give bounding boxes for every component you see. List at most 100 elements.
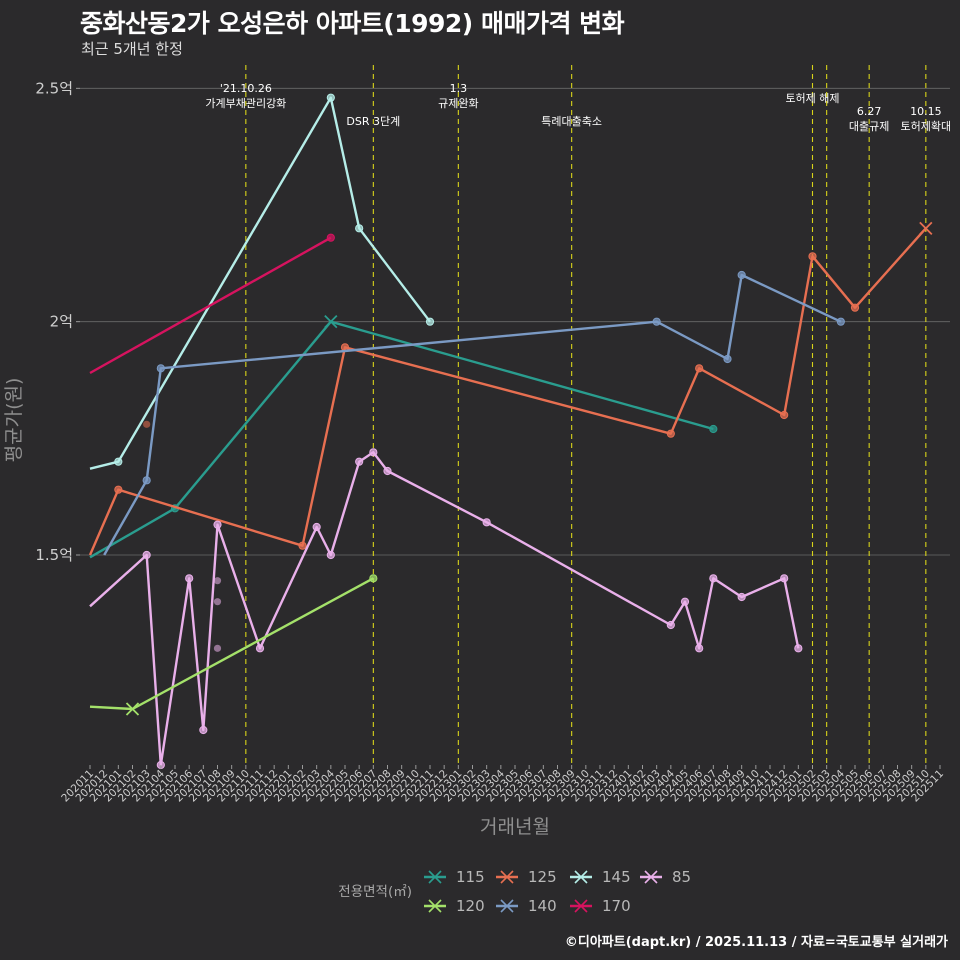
source-caption: ©디아파트(dapt.kr) / 2025.11.13 / 자료=국토교통부 실… xyxy=(564,935,948,950)
chart-title: 중화산동2가 오성은하 아파트(1992) 매매가격 변화 xyxy=(80,9,625,38)
legend-item-140: 140 xyxy=(496,897,557,915)
legend-swatch-marker xyxy=(644,870,658,884)
data-point-85 xyxy=(666,620,675,630)
data-point-125 xyxy=(850,303,860,312)
legend-item-145: 145 xyxy=(570,868,631,886)
data-point-85 xyxy=(737,592,746,602)
data-point-140 xyxy=(723,354,732,364)
data-point-extra-3 xyxy=(213,644,222,652)
event-label-line: 10.15 xyxy=(910,105,942,118)
event-label-line: 토허제확대 xyxy=(901,120,952,133)
data-point-85 xyxy=(695,644,704,653)
data-point-140 xyxy=(737,270,746,280)
legend-item-125: 125 xyxy=(496,868,557,886)
legend: 전용면적(㎡) 115 125 145 85 120 140 170 xyxy=(338,868,691,915)
data-point-140 xyxy=(156,364,165,373)
event-label-line: DSR 3단계 xyxy=(346,115,400,128)
data-point-85 xyxy=(355,457,364,466)
series-lines xyxy=(88,93,933,770)
event-label-7: 10.15 토허제확대 xyxy=(901,105,952,133)
legend-swatch-marker xyxy=(574,899,588,913)
data-point-125 xyxy=(666,429,675,438)
data-point-125 xyxy=(780,410,789,420)
data-point-extra-2 xyxy=(213,598,222,606)
series-line-85 xyxy=(89,451,800,767)
data-point-85 xyxy=(482,518,491,527)
event-label-line: 토허제 해제 xyxy=(785,91,839,105)
data-point-extra-1 xyxy=(213,577,222,585)
y-axis-ticks: 1.5억 2억 2.5억 xyxy=(35,79,80,564)
event-label-line: 1.3 xyxy=(450,82,468,95)
event-label-line: 대출규제 xyxy=(849,120,889,133)
legend-label: 170 xyxy=(602,897,631,915)
event-label-2: 1.3 규제완화 xyxy=(438,82,478,110)
x-axis-title: 거래년월 xyxy=(480,816,550,838)
legend-swatch-marker xyxy=(574,870,588,884)
x-axis-ticks: 2020112020122021012021022021032021042021… xyxy=(59,765,946,804)
legend-swatch-marker xyxy=(500,899,514,913)
legend-title: 전용면적(㎡) xyxy=(338,884,412,900)
legend-item-85: 85 xyxy=(640,868,691,886)
series-line-115 xyxy=(89,320,714,559)
data-point-85 xyxy=(794,644,803,653)
data-point-140 xyxy=(142,476,151,485)
data-point-145 xyxy=(425,317,435,326)
legend-label: 145 xyxy=(602,868,631,886)
event-label-0: '21.10.26 가계부채관리강화 xyxy=(205,82,286,110)
y-axis-title: 평균가(원) xyxy=(3,378,25,463)
legend-label: 140 xyxy=(528,897,557,915)
data-point-145 xyxy=(355,224,364,233)
event-label-6: 6.27 대출규제 xyxy=(849,105,889,133)
y-tick-label-0: 1.5억 xyxy=(35,546,73,564)
data-point-85 xyxy=(383,466,392,476)
y-tick-label-2: 2.5억 xyxy=(35,79,73,97)
y-tick-label-1: 2억 xyxy=(50,313,73,331)
data-point-extra-0 xyxy=(143,420,151,428)
data-point-140 xyxy=(836,317,845,326)
event-label-1: DSR 3단계 xyxy=(346,115,400,128)
data-point-120 xyxy=(369,574,378,583)
event-label-line: 특례대출축소 xyxy=(541,115,602,128)
legend-swatch-marker xyxy=(428,870,442,884)
data-point-125 xyxy=(695,364,704,373)
data-point-85 xyxy=(780,574,789,583)
data-point-85 xyxy=(369,448,378,457)
event-label-4: 토허제 해제 xyxy=(785,91,839,105)
data-point-125 xyxy=(114,485,123,494)
series-marker-115 xyxy=(324,315,338,329)
event-label-line: 규제완화 xyxy=(438,97,478,110)
event-label-line: '21.10.26 xyxy=(220,82,272,95)
legend-item-120: 120 xyxy=(424,897,485,915)
data-point-85 xyxy=(185,574,194,583)
series-line-170 xyxy=(89,236,332,375)
event-label-line: 6.27 xyxy=(857,105,882,118)
data-point-85 xyxy=(213,520,222,529)
data-point-115 xyxy=(709,424,718,434)
data-point-85 xyxy=(680,597,690,606)
data-point-85 xyxy=(142,550,151,560)
data-point-85 xyxy=(199,725,208,735)
series-marker-120 xyxy=(125,702,140,716)
data-point-85 xyxy=(255,644,265,653)
series-line-120 xyxy=(89,577,374,711)
data-point-85 xyxy=(312,522,321,532)
event-label-3: 특례대출축소 xyxy=(541,115,602,128)
legend-label: 120 xyxy=(456,897,485,915)
series-line-145 xyxy=(89,96,431,470)
legend-label: 85 xyxy=(672,868,691,886)
data-point-140 xyxy=(652,317,661,326)
legend-swatch-marker xyxy=(428,899,442,913)
data-point-125 xyxy=(298,541,307,550)
legend-item-170: 170 xyxy=(570,897,631,915)
grid-lines xyxy=(80,87,950,556)
data-point-85 xyxy=(709,574,718,583)
legend-item-115: 115 xyxy=(424,868,485,886)
series-line-125 xyxy=(88,227,927,556)
data-point-145 xyxy=(326,93,335,102)
data-point-125 xyxy=(808,252,817,261)
event-label-line: 가계부채관리강화 xyxy=(205,97,286,110)
series-line-140 xyxy=(103,273,842,556)
data-point-170 xyxy=(326,233,335,242)
